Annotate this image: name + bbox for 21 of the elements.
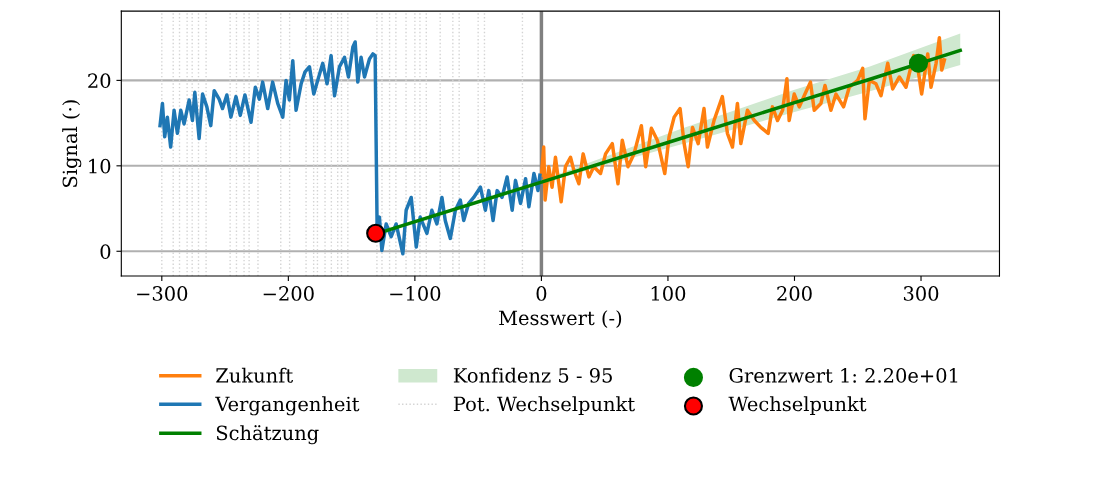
y-tick-label: 20 <box>88 73 111 89</box>
text: Konfidenz 5 - 95 <box>453 367 612 383</box>
x-tick-label: 100 <box>651 286 686 301</box>
legend-label: Wechselpunkt <box>728 396 867 416</box>
x-tick-label: 0 <box>536 286 547 301</box>
line-series <box>158 40 542 256</box>
legend-label: Schätzung <box>216 425 319 445</box>
x-tick-label: −200 <box>263 286 314 301</box>
y-tick-label: 10 <box>89 158 111 174</box>
legend-label: Grenzwert 1: 2.20e+01 <box>729 368 958 383</box>
legend-label: Pot. Wechselpunkt <box>453 396 635 416</box>
y-axis-title: Signal (·) <box>62 100 82 187</box>
x-tick-label: 200 <box>777 286 812 301</box>
x-tick-label: 300 <box>903 286 939 301</box>
legend-label: Vergangenheit <box>215 396 360 416</box>
x-tick-label: −300 <box>137 286 188 301</box>
x-tick-label: −100 <box>390 286 441 301</box>
line-series <box>539 35 947 204</box>
legend-label: Zukunft <box>216 367 294 383</box>
y-tick-label: 0 <box>100 244 111 259</box>
x-axis-title: Messwert (-) <box>499 310 622 328</box>
